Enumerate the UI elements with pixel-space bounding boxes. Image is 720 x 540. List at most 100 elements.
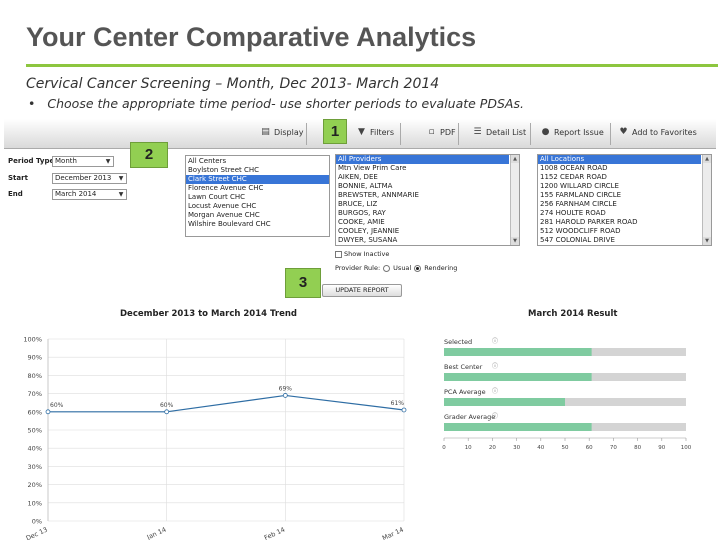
location-option[interactable]: 1152 CEDAR ROAD [540, 173, 607, 181]
bullet-point: • Choose the appropriate time period- use… [28, 96, 524, 111]
show-inactive-option[interactable]: Show Inactive [335, 250, 389, 258]
pdf-button[interactable]: ▫ PDF [426, 127, 456, 138]
x-tick-label: Mar 14 [381, 526, 405, 540]
toolbar-separator [530, 123, 531, 145]
provider-option[interactable]: AIKEN, DEE [338, 173, 378, 181]
x-tick-label: 70 [610, 445, 617, 451]
x-tick-label: 90 [658, 445, 665, 451]
pdf-label: PDF [440, 128, 456, 137]
info-icon: ⓘ [492, 412, 498, 420]
y-tick-label: 0% [32, 518, 42, 526]
detail-list-label: Detail List [486, 128, 527, 137]
period-type-label: Period Type [8, 157, 55, 165]
location-option[interactable]: 1008 OCEAN ROAD [540, 164, 608, 172]
y-tick-label: 60% [28, 408, 42, 416]
filter-icon: ▼ [358, 127, 365, 137]
info-icon: ⓘ [492, 362, 498, 370]
center-option[interactable]: Locust Avenue CHC [188, 202, 257, 210]
end-select[interactable]: March 2014 ▼ [52, 189, 127, 200]
slide-title: Your Center Comparative Analytics [26, 22, 477, 52]
provider-option[interactable]: DWYER, SUSANA [338, 236, 398, 244]
provider-option[interactable]: BRUCE, LIZ [338, 200, 378, 208]
result-chart-title: March 2014 Result [528, 309, 618, 319]
provider-option[interactable]: All Providers [336, 155, 509, 164]
list-icon: ☰ [473, 127, 482, 137]
y-tick-label: 50% [28, 427, 42, 435]
bar [444, 348, 592, 356]
provider-option[interactable]: COOLEY, JEANNIE [338, 227, 400, 235]
display-label: Display [274, 128, 304, 137]
location-option[interactable]: 281 HAROLD PARKER ROAD [540, 218, 638, 226]
period-type-value: Month [55, 157, 77, 165]
location-option[interactable]: 547 COLONIAL DRIVE [540, 236, 615, 244]
start-select[interactable]: December 2013 ▼ [52, 173, 127, 184]
location-option[interactable]: All Locations [538, 155, 701, 164]
provider-option[interactable]: BURGOS, RAY [338, 209, 386, 217]
display-button[interactable]: ▤ Display [260, 127, 304, 138]
trend-data-label: 60% [160, 402, 174, 409]
center-option[interactable]: Wilshire Boulevard CHC [188, 220, 271, 228]
scroll-up-icon[interactable]: ▲ [703, 155, 711, 163]
centers-listbox[interactable]: All Centers Boylston Street CHC Clark Stre… [185, 155, 330, 237]
location-option[interactable]: 155 FARMLAND CIRCLE [540, 191, 622, 199]
provider-option[interactable]: BREWSTER, ANNMARIE [338, 191, 419, 199]
bar-category-label: Selected [444, 338, 472, 346]
x-tick-label: Dec 13 [25, 526, 49, 540]
info-icon: ⓘ [492, 337, 498, 345]
end-label: End [8, 190, 23, 198]
detail-list-button[interactable]: ☰ Detail List [472, 127, 526, 138]
center-option[interactable]: Lawn Court CHC [188, 193, 246, 201]
toolbar-separator [458, 123, 459, 145]
providers-scrollbar[interactable]: ▲ ▼ [510, 155, 519, 245]
bar-category-label: PCA Average [444, 388, 486, 396]
usual-radio[interactable] [383, 264, 391, 272]
start-label: Start [8, 174, 28, 182]
filters-button[interactable]: ▼ Filters [356, 127, 394, 138]
favorites-icon: ♥ [619, 127, 628, 137]
bullet-text: Choose the appropriate time period- use … [47, 96, 524, 111]
location-option[interactable]: 274 HOULTE ROAD [540, 209, 606, 217]
center-option[interactable]: All Centers [188, 157, 227, 165]
center-option[interactable]: Florence Avenue CHC [188, 184, 264, 192]
scroll-up-icon[interactable]: ▲ [511, 155, 519, 163]
add-favorites-button[interactable]: ♥ Add to Favorites [618, 127, 696, 138]
end-value: March 2014 [55, 190, 97, 198]
x-tick-label: 60 [586, 445, 593, 451]
location-option[interactable]: 1200 WILLARD CIRCLE [540, 182, 619, 190]
callout-3: 3 [285, 268, 321, 298]
scroll-down-icon[interactable]: ▼ [511, 237, 519, 245]
center-option[interactable]: Morgan Avenue CHC [188, 211, 260, 219]
pdf-icon: ▫ [428, 127, 435, 137]
y-tick-label: 30% [28, 463, 42, 471]
y-tick-label: 80% [28, 372, 42, 380]
provider-option[interactable]: COOKE, AMIE [338, 218, 385, 226]
location-option[interactable]: 512 WOODCLIFF ROAD [540, 227, 621, 235]
period-type-select[interactable]: Month ▼ [52, 156, 114, 167]
locations-listbox[interactable]: All Locations 1008 OCEAN ROAD 1152 CEDAR R… [537, 154, 712, 246]
trend-point [164, 409, 170, 415]
center-option[interactable]: Clark Street CHC [186, 175, 329, 184]
rendering-radio[interactable] [414, 264, 422, 272]
providers-listbox[interactable]: All Providers Mtn View Prim Care AIKEN, DE… [335, 154, 520, 246]
show-inactive-checkbox[interactable] [335, 250, 342, 258]
alert-icon: ● [541, 127, 550, 137]
trend-point [45, 409, 51, 415]
start-value: December 2013 [55, 174, 112, 182]
trend-data-label: 60% [50, 402, 64, 409]
usual-label: Usual [393, 264, 412, 272]
x-tick-label: 50 [562, 445, 569, 451]
report-issue-button[interactable]: ● Report Issue [540, 127, 604, 138]
bar-category-label: Grader Average [444, 413, 495, 421]
display-icon: ▤ [261, 127, 270, 137]
location-option[interactable]: 256 FARNHAM CIRCLE [540, 200, 617, 208]
update-report-button[interactable]: UPDATE REPORT [322, 284, 402, 297]
rendering-label: Rendering [424, 264, 458, 272]
provider-option[interactable]: Mtn View Prim Care [338, 164, 407, 172]
locations-scrollbar[interactable]: ▲ ▼ [702, 155, 711, 245]
x-tick-label: 30 [513, 445, 520, 451]
trend-chart-title: December 2013 to March 2014 Trend [120, 309, 297, 319]
scroll-down-icon[interactable]: ▼ [703, 237, 711, 245]
provider-option[interactable]: BONNIE, ALTMA [338, 182, 393, 190]
center-option[interactable]: Boylston Street CHC [188, 166, 260, 174]
